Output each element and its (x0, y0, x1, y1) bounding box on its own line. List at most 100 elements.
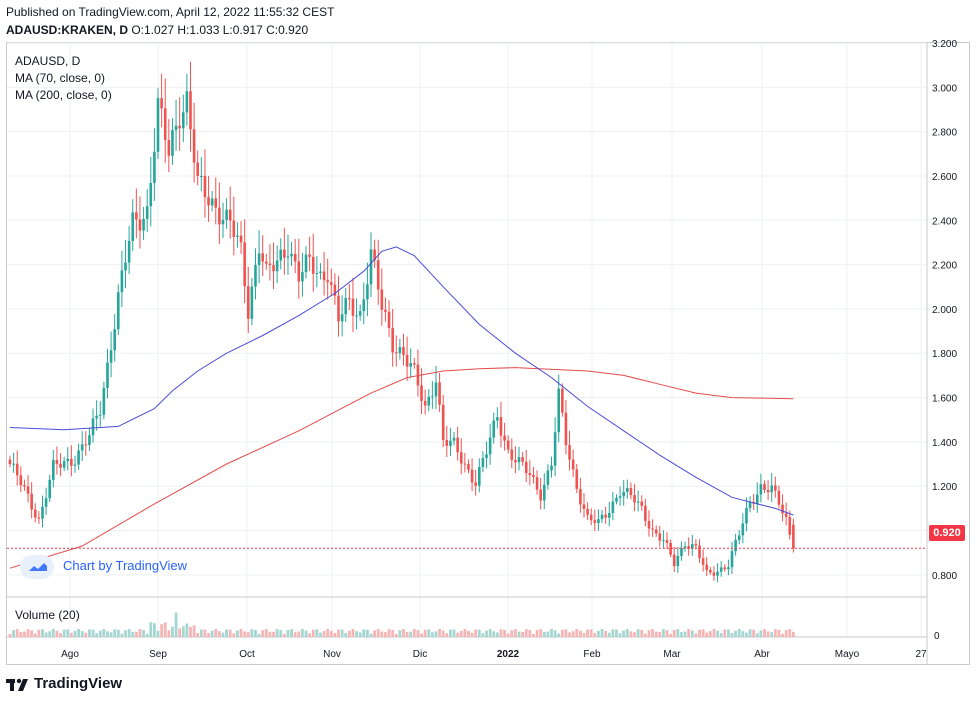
candle-body (748, 501, 752, 509)
volume-bar (210, 630, 214, 637)
volume-bar (203, 629, 207, 637)
volume-bar (62, 629, 66, 637)
volume-bar (304, 630, 308, 637)
ma200-legend[interactable]: MA (200, close, 0) (15, 88, 112, 102)
volume-bar (745, 632, 748, 637)
volume-bar (127, 629, 131, 637)
candle-body (304, 254, 308, 273)
volume-bar (301, 629, 304, 637)
candle-body (456, 437, 459, 453)
volume-bar (192, 625, 196, 637)
volume-bar (615, 629, 618, 637)
tradingview-watermark[interactable]: Chart by TradingView (20, 555, 200, 579)
volume-bar (748, 629, 752, 637)
candle-body (705, 564, 709, 571)
candle-body (272, 265, 275, 272)
volume-bar (586, 629, 589, 637)
candle-body (181, 112, 185, 129)
candle-body (463, 463, 467, 465)
candle-body (178, 125, 181, 129)
volume-bar (434, 631, 438, 637)
candle-body (654, 529, 658, 534)
volume-bar (640, 629, 644, 637)
candle-body (311, 256, 315, 274)
candle-body (283, 249, 286, 258)
volume-bar (261, 630, 265, 637)
candle-body (709, 570, 712, 573)
candle-body (254, 265, 257, 287)
volume-bar (687, 629, 691, 637)
candle-body (98, 414, 102, 416)
volume-bar (470, 632, 474, 637)
volume-bar (438, 629, 441, 637)
volume-bar (33, 633, 37, 637)
candle-body (792, 524, 795, 549)
volume-bar (149, 622, 153, 637)
candle-body (737, 535, 741, 540)
candle-body (293, 253, 297, 262)
price-tick-label: 1.400 (932, 438, 957, 449)
candle-body (542, 484, 546, 501)
candle-body (185, 91, 189, 113)
candle-body (496, 417, 499, 421)
candle-body (214, 198, 218, 208)
time-tick-label: 27 (915, 649, 927, 660)
candle-body (662, 540, 665, 542)
volume-bar (315, 629, 319, 637)
candle-body (420, 385, 423, 401)
price-tick-label: 2.600 (932, 172, 957, 183)
volume-bar (647, 630, 651, 637)
volume-bar (95, 633, 99, 637)
candle-body (340, 314, 344, 322)
volume-bar (51, 629, 55, 637)
candle-body (665, 540, 669, 543)
volume-bar (535, 630, 539, 637)
candle-body (167, 139, 171, 156)
volume-bar (26, 629, 30, 637)
time-tick-label: 2022 (497, 649, 520, 660)
volume-bar (449, 629, 452, 637)
candle-body (337, 295, 340, 322)
volume-bar (142, 630, 145, 637)
candle-body (514, 459, 517, 463)
candle-body (755, 494, 759, 504)
candle-body (279, 249, 283, 261)
candle-body (427, 396, 431, 406)
price-tick-label: 2.400 (932, 216, 957, 227)
volume-bar (163, 622, 167, 637)
volume-bar (326, 629, 330, 637)
volume-bar (423, 629, 427, 637)
time-tick-label: Sep (149, 649, 167, 660)
published-info: Published on TradingView.com, April 12, … (6, 5, 335, 19)
price-tick-label: 1.600 (932, 394, 957, 405)
volume-bar (66, 629, 70, 637)
volume-bar (463, 629, 467, 637)
volume-bar (669, 633, 673, 637)
volume-bar (532, 633, 535, 637)
volume-bar (254, 629, 257, 637)
volume-legend[interactable]: Volume (20) (15, 608, 80, 622)
candle-body (766, 489, 770, 493)
volume-bar (44, 632, 48, 637)
candle-body (589, 514, 593, 521)
volume-bar (246, 632, 250, 637)
volume-bar (524, 629, 528, 637)
candle-body (521, 457, 524, 462)
candle-body (405, 355, 409, 367)
candle-body (207, 197, 210, 206)
candle-body (586, 508, 589, 515)
watermark-text: Chart by TradingView (63, 558, 188, 573)
candle-body (326, 280, 329, 283)
candle-body (629, 488, 633, 496)
candle-body (626, 488, 629, 493)
candle-body (701, 558, 705, 565)
candle-body (265, 261, 268, 264)
candle-body (636, 501, 640, 503)
candle-body (48, 479, 52, 499)
ma70-legend[interactable]: MA (70, close, 0) (15, 71, 106, 85)
volume-bar (759, 630, 763, 637)
candle-body (416, 364, 420, 386)
candle-body (23, 485, 26, 487)
candle-body (12, 463, 15, 465)
